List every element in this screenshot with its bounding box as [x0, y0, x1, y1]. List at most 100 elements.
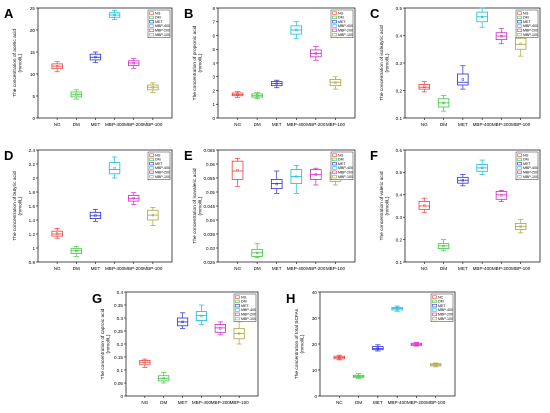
x-tick-label: MET — [373, 400, 383, 405]
legend-entry: DM — [338, 158, 344, 162]
y-axis-label: The concentration of acetic acid(mmol/L) — [12, 29, 24, 97]
x-tick-label: DM — [440, 266, 447, 271]
y-tick-label: 5 — [32, 94, 35, 99]
legend-swatch — [517, 24, 522, 28]
legend-swatch — [332, 20, 337, 24]
x-tick-label: MBP-400 — [192, 400, 212, 405]
x-tick-label: DM — [355, 400, 362, 405]
x-tick-label: DM — [440, 122, 447, 127]
y-axis-label-unit: (mmol/L) — [300, 334, 306, 353]
mean-marker — [423, 85, 426, 88]
y-tick-label: 0.05 — [206, 190, 215, 195]
y-tick-label: 0.1 — [396, 116, 403, 121]
plot-frame — [404, 149, 541, 263]
mean-marker — [255, 251, 259, 255]
x-tick-label: MET — [91, 122, 101, 127]
legend-entry: MBP-100 — [155, 175, 170, 179]
panel-E: E 0.025 0.03 0.035 0.04 0.045 0.05 0.055 0.06 0.0… — [184, 148, 356, 271]
panel-label: A — [4, 6, 14, 21]
y-axis-label-unit: (mmol/L) — [106, 334, 112, 353]
mean-marker — [295, 175, 298, 178]
y-tick-label: 2 — [32, 176, 35, 181]
panel-A: A 0 5 10 15 20 25 The concentration of acetic a… — [4, 6, 173, 127]
x-tick-label: NG — [234, 266, 241, 271]
legend-swatch — [332, 175, 337, 179]
mean-marker — [480, 15, 484, 19]
x-tick-label: MBP-400 — [105, 122, 125, 127]
y-axis-label-unit: (mmol/L) — [198, 196, 204, 215]
x-tick-label: MBP-400 — [105, 266, 125, 271]
y-axis-label: The concentration of isovaleric acid(mmo… — [192, 168, 204, 244]
legend-swatch — [332, 162, 337, 166]
y-tick-label: 0.15 — [114, 355, 123, 360]
y-tick-label: 20 — [30, 28, 36, 33]
y-tick-label: 1 — [32, 246, 35, 251]
legend-entry: NG — [523, 11, 529, 15]
y-tick-label: 10 — [30, 72, 36, 77]
mean-marker — [519, 225, 522, 228]
mean-marker — [255, 94, 259, 97]
panel-F: F 0.1 0.2 0.3 0.4 0.5 0.6 The concentration of … — [370, 148, 541, 271]
box-MBP-400 — [195, 311, 208, 322]
panel-label: F — [370, 148, 378, 163]
mean-marker — [94, 214, 97, 217]
y-tick-label: 1.8 — [29, 190, 36, 195]
legend-entry: MET — [523, 20, 531, 24]
y-tick-label: 3 — [212, 75, 215, 80]
x-tick-label: NG — [54, 122, 61, 127]
y-axis-label: The concentration of propionic acid(mmol… — [192, 25, 204, 100]
y-tick-label: 0.04 — [206, 218, 215, 223]
legend-entry: DM — [338, 16, 344, 20]
y-tick-label: 0.05 — [114, 381, 123, 386]
plot-frame — [37, 7, 173, 119]
legend-entry: MBP-200 — [155, 171, 170, 175]
legend-entry: MBP-200 — [155, 29, 170, 33]
y-axis-label-unit: (mmol/L) — [18, 196, 24, 215]
y-tick-label: 15 — [30, 50, 36, 55]
y-tick-label: 1.2 — [29, 232, 36, 237]
legend-entry: MBP-200 — [438, 313, 453, 317]
mean-marker — [94, 55, 97, 59]
y-tick-label: 0 — [120, 394, 123, 399]
y-tick-label: 0.03 — [206, 246, 215, 251]
mean-marker — [500, 35, 503, 38]
legend-entry: DM — [438, 300, 444, 304]
x-tick-label: MBP-400 — [473, 266, 493, 271]
legend-swatch — [149, 32, 154, 37]
y-tick-label: 0 — [314, 394, 317, 399]
y-tick-label: 0.4 — [396, 33, 403, 38]
legend-entry: MET — [155, 20, 163, 24]
legend-entry: NG — [241, 295, 247, 299]
y-axis-label-unit: (mmol/L) — [385, 196, 391, 215]
legend-entry: DM — [155, 158, 161, 162]
y-axis-label-line: The concentration of total SCFAs — [294, 308, 300, 379]
legend-swatch — [332, 15, 337, 20]
mean-marker — [113, 167, 116, 170]
legend-swatch — [517, 153, 522, 157]
y-tick-label: 2 — [212, 88, 215, 93]
y-tick-label: 0.4 — [396, 193, 403, 198]
legend-entry: MBP-400 — [338, 166, 353, 170]
mean-marker — [461, 78, 465, 81]
mean-marker — [113, 13, 116, 17]
mean-marker — [132, 62, 135, 65]
mean-marker — [461, 179, 465, 182]
legend-swatch — [517, 20, 522, 24]
x-tick-label: MBP-400 — [473, 122, 493, 127]
x-tick-label: MET — [91, 266, 101, 271]
legend-entry: MBP-400 — [438, 308, 453, 312]
y-axis-label-line: The concentration of isobutyric acid — [379, 25, 385, 101]
legend-swatch — [149, 15, 154, 20]
legend-entry: MET — [338, 162, 346, 166]
y-tick-label: 20 — [312, 342, 318, 347]
mean-marker — [314, 52, 318, 55]
legend-swatch — [432, 316, 437, 321]
x-tick-label: MBP-200 — [211, 400, 231, 405]
x-tick-label: DM — [160, 400, 167, 405]
panel-B: B 0 1 2 3 4 5 6 7 8 The concentration of propionic… — [184, 6, 356, 127]
legend-entry: NC — [438, 295, 444, 299]
x-tick-label: NG — [141, 400, 148, 405]
panel-D: D 0.8 1 1.2 1.4 1.6 1.8 2 2.2 2.4 The concentratio… — [4, 148, 173, 271]
mean-marker — [55, 65, 59, 68]
legend-swatch — [517, 28, 522, 32]
